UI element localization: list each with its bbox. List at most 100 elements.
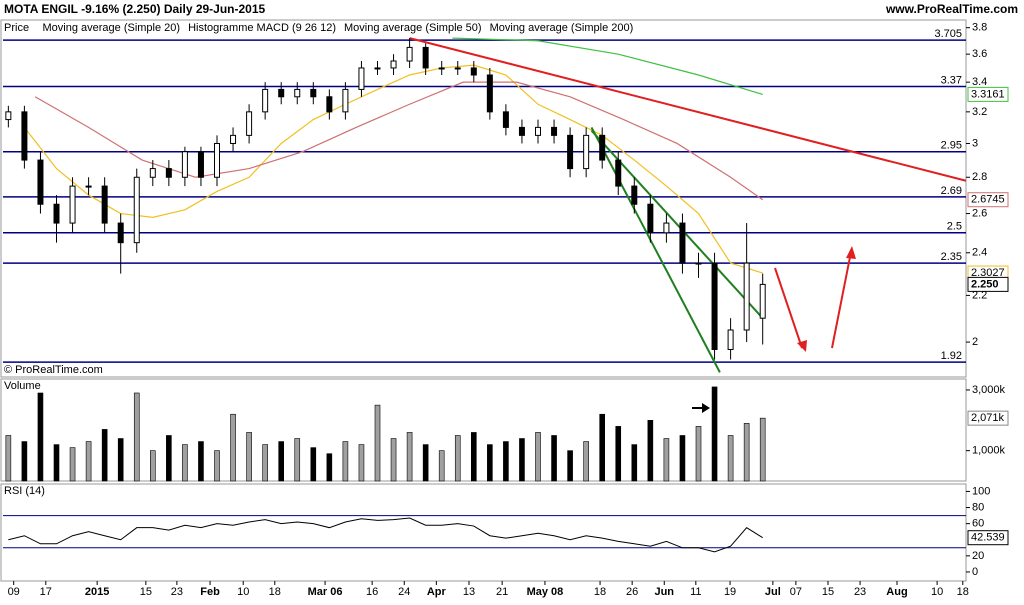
x-tick-label: 10: [237, 586, 249, 598]
candle-body: [406, 46, 413, 62]
volume-bar: [567, 450, 573, 482]
candle-body: [230, 134, 237, 144]
x-tick-label: 16: [366, 586, 378, 598]
x-tick-label: 23: [854, 586, 866, 598]
candle-body: [358, 67, 365, 90]
volume-bar: [422, 444, 429, 482]
candle-body: [278, 88, 285, 98]
candle-body: [214, 142, 220, 178]
volume-bar: [198, 441, 204, 482]
y-tick-label: 2.6: [972, 207, 987, 219]
y-tick-label: 1,000k: [972, 445, 1006, 457]
volume-bar: [101, 429, 108, 482]
candle-body: [438, 67, 445, 70]
plot-layer: 3.8 3.6 3.4 3.2 3 2.8 2.6 2.4 2.2 2 Price Moving av…: [3, 22, 1009, 598]
moving-average: [23, 64, 763, 274]
y-tick-label: 2.2: [972, 289, 987, 301]
volume-bar: [326, 453, 333, 482]
x-tick-label: 15: [140, 586, 152, 598]
legend-entry: Moving average (Simple 50): [344, 22, 482, 34]
y-tick-label: 3: [972, 137, 978, 149]
volume-bar: [214, 450, 220, 482]
x-tick-label: 2015: [85, 586, 109, 598]
volume-bar: [69, 447, 76, 482]
candle-body: [615, 159, 622, 187]
volume-bar: [583, 441, 589, 482]
candle-body: [149, 168, 156, 178]
volume-bar: [535, 432, 541, 482]
y-tick-label: 0: [972, 566, 978, 578]
arrow-head: [797, 340, 807, 352]
panel-label: RSI (14): [4, 485, 45, 497]
candle-body: [599, 134, 606, 161]
candle-body: [21, 111, 28, 161]
volume-bar: [37, 392, 44, 482]
candle-body: [133, 176, 140, 244]
candle-body: [101, 185, 108, 224]
volume-bar: [310, 447, 317, 482]
candle-body: [727, 329, 734, 350]
volume-bar: [294, 438, 301, 482]
candle-body: [535, 126, 541, 136]
x-tick-label: 11: [690, 586, 701, 598]
candle-body: [759, 283, 766, 319]
candle-body: [117, 222, 124, 244]
x-tick-label: 23: [171, 586, 183, 598]
volume-bar: [711, 386, 718, 482]
volume-bar: [679, 435, 686, 482]
candle-body: [53, 203, 60, 224]
price-tag: [967, 410, 1009, 426]
price-tag-label: 3.3161: [971, 88, 1005, 100]
price-tag-label: 2,071k: [971, 412, 1005, 424]
x-tick-label: 09: [8, 586, 20, 598]
price-tag: [967, 276, 1009, 292]
level-label: 1.92: [941, 350, 962, 362]
volume-bar: [599, 413, 606, 482]
volume-bar: [230, 413, 236, 482]
x-tick-label: 18: [269, 586, 281, 598]
volume-bar: [374, 404, 381, 482]
volume-bar: [551, 435, 557, 482]
moving-average: [34, 81, 764, 201]
volume-bar: [390, 438, 397, 482]
candle-body: [647, 203, 654, 234]
trendline: [409, 37, 967, 182]
x-tick-label: 07: [790, 586, 802, 598]
candle-body: [165, 168, 172, 178]
candle-body: [310, 88, 317, 98]
volume-bar: [85, 441, 92, 482]
candle-body: [390, 60, 397, 69]
volume-bar: [663, 438, 670, 482]
x-tick-label: 17: [40, 586, 52, 598]
y-tick-label: 3.8: [972, 22, 987, 34]
level-label: 2.95: [941, 140, 962, 152]
x-tick-label: May 08: [527, 586, 564, 598]
y-tick-label: 100: [972, 485, 990, 497]
candle-body: [486, 74, 493, 113]
y-tick-label: 3.6: [972, 48, 987, 60]
candle-body: [246, 111, 253, 136]
candle-body: [262, 88, 269, 113]
x-tick-label: Feb: [200, 586, 220, 598]
legend-entry: Histogramme MACD (9 26 12): [188, 22, 336, 34]
volume-bar: [21, 441, 28, 482]
rsi-panel: [0, 483, 967, 582]
candle-body: [342, 88, 349, 113]
level-label: 2.5: [947, 221, 962, 233]
candle-body: [679, 222, 686, 264]
arrow-head: [846, 246, 856, 259]
x-tick-label: 19: [724, 586, 736, 598]
volume-bar: [182, 444, 188, 482]
candle-body: [631, 185, 638, 205]
y-tick-label: 60: [972, 518, 984, 530]
panel-label: Price: [4, 22, 29, 34]
candle-body: [470, 67, 477, 76]
legend-entry: Moving average (Simple 200): [490, 22, 634, 34]
price-tag-label: 2.250: [971, 278, 999, 290]
level-label: 2.35: [941, 251, 962, 263]
volume-bar: [150, 450, 156, 482]
volume-bar: [133, 392, 140, 482]
x-tick-label: Apr: [427, 586, 447, 598]
